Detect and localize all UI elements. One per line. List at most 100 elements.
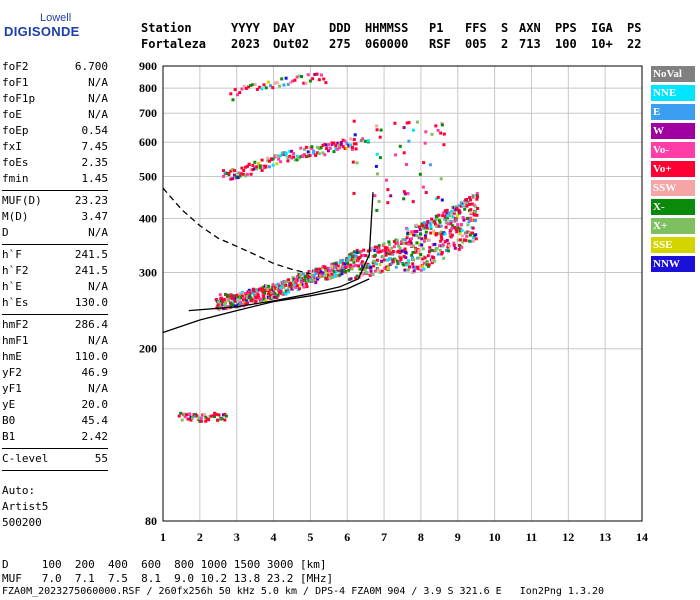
- echo-point: [300, 280, 304, 284]
- echo-point: [220, 417, 224, 421]
- header-l2-10: 10+: [591, 37, 613, 51]
- echo-point: [251, 298, 255, 302]
- echo-point: [474, 237, 478, 241]
- echo-point: [392, 245, 396, 249]
- param-label: yF1: [2, 382, 22, 395]
- echo-point: [266, 295, 270, 299]
- echo-point: [284, 283, 288, 287]
- echo-point: [386, 188, 390, 192]
- echo-point: [471, 226, 475, 230]
- echo-point: [378, 135, 382, 139]
- echo-point: [343, 139, 347, 143]
- echo-point: [419, 268, 423, 272]
- echo-point: [402, 126, 406, 130]
- echo-point: [378, 271, 382, 274]
- echo-point: [301, 283, 305, 287]
- echo-point: [282, 285, 286, 289]
- echo-point: [287, 290, 291, 294]
- echo-point: [262, 294, 266, 298]
- param-label: B0: [2, 414, 16, 427]
- legend-item: E: [651, 104, 695, 120]
- echo-point: [179, 411, 183, 415]
- echo-point: [223, 298, 227, 302]
- echo-point: [423, 141, 427, 145]
- echo-point: [323, 153, 327, 157]
- param-row: M(D) 3.47: [2, 210, 108, 226]
- echo-point: [369, 269, 373, 273]
- x-tick-label: 13: [599, 530, 611, 544]
- param-row: hmE 110.0: [2, 350, 108, 366]
- echo-point: [227, 299, 231, 302]
- echo-point: [362, 248, 366, 252]
- echo-point: [424, 230, 428, 234]
- echo-point: [260, 158, 264, 162]
- echo-point: [405, 121, 409, 125]
- echo-point: [339, 269, 343, 273]
- echo-point: [258, 164, 262, 168]
- echo-point: [385, 258, 389, 262]
- echo-point: [354, 276, 358, 280]
- echo-point: [411, 256, 414, 260]
- echo-point: [242, 172, 246, 176]
- echo-point: [473, 212, 477, 216]
- echo-point: [235, 293, 239, 297]
- param-label: foEp: [2, 124, 29, 137]
- echo-point: [445, 218, 448, 222]
- echo-point: [372, 259, 376, 263]
- echo-point: [435, 197, 439, 201]
- echo-point: [352, 119, 356, 123]
- echo-point: [402, 241, 406, 245]
- echo-point: [375, 258, 379, 262]
- echo-point: [343, 262, 347, 266]
- echo-point: [325, 143, 329, 147]
- echo-point: [262, 83, 266, 87]
- echo-point: [385, 178, 388, 182]
- x-tick-label: 7: [381, 530, 387, 544]
- echo-point: [462, 238, 466, 242]
- echo-point: [338, 261, 342, 265]
- echo-point: [177, 414, 181, 418]
- echo-point: [236, 296, 240, 299]
- echo-point: [449, 235, 453, 239]
- echo-point: [468, 231, 472, 235]
- echo-point: [242, 292, 246, 296]
- echo-point: [387, 252, 391, 256]
- echo-point: [323, 143, 327, 146]
- echo-point: [417, 236, 421, 240]
- echo-point: [317, 271, 321, 275]
- param-row: D N/A: [2, 226, 108, 242]
- echo-point: [433, 222, 437, 226]
- echo-point: [391, 252, 395, 256]
- echo-point: [421, 257, 425, 261]
- echo-point: [365, 270, 369, 274]
- echo-point: [354, 147, 358, 151]
- echo-point: [288, 149, 292, 153]
- echo-point: [439, 131, 443, 135]
- param-label: h`F: [2, 248, 22, 261]
- echo-point: [464, 239, 468, 242]
- echo-point: [284, 292, 288, 296]
- param-label: C-level: [2, 452, 49, 465]
- echo-point: [251, 291, 254, 295]
- header-l2-8: 713: [519, 37, 541, 51]
- echo-point: [451, 215, 455, 219]
- echo-point: [277, 289, 281, 293]
- echo-point: [433, 259, 437, 263]
- echo-point: [468, 239, 472, 243]
- echo-point: [325, 271, 329, 275]
- echo-point: [460, 234, 464, 238]
- echo-point: [414, 248, 418, 252]
- echo-point: [204, 419, 208, 423]
- echo-point: [224, 414, 228, 418]
- echo-point: [391, 250, 395, 253]
- param-value: 286.4: [74, 318, 108, 331]
- echo-point: [238, 171, 242, 175]
- header-l1-6: FFS: [465, 21, 487, 35]
- echo-point: [349, 143, 353, 147]
- echo-point: [373, 249, 377, 252]
- echo-point: [405, 236, 409, 240]
- echo-point: [233, 169, 236, 173]
- echo-point: [236, 93, 239, 97]
- echo-point: [237, 298, 241, 302]
- echo-point: [419, 232, 423, 236]
